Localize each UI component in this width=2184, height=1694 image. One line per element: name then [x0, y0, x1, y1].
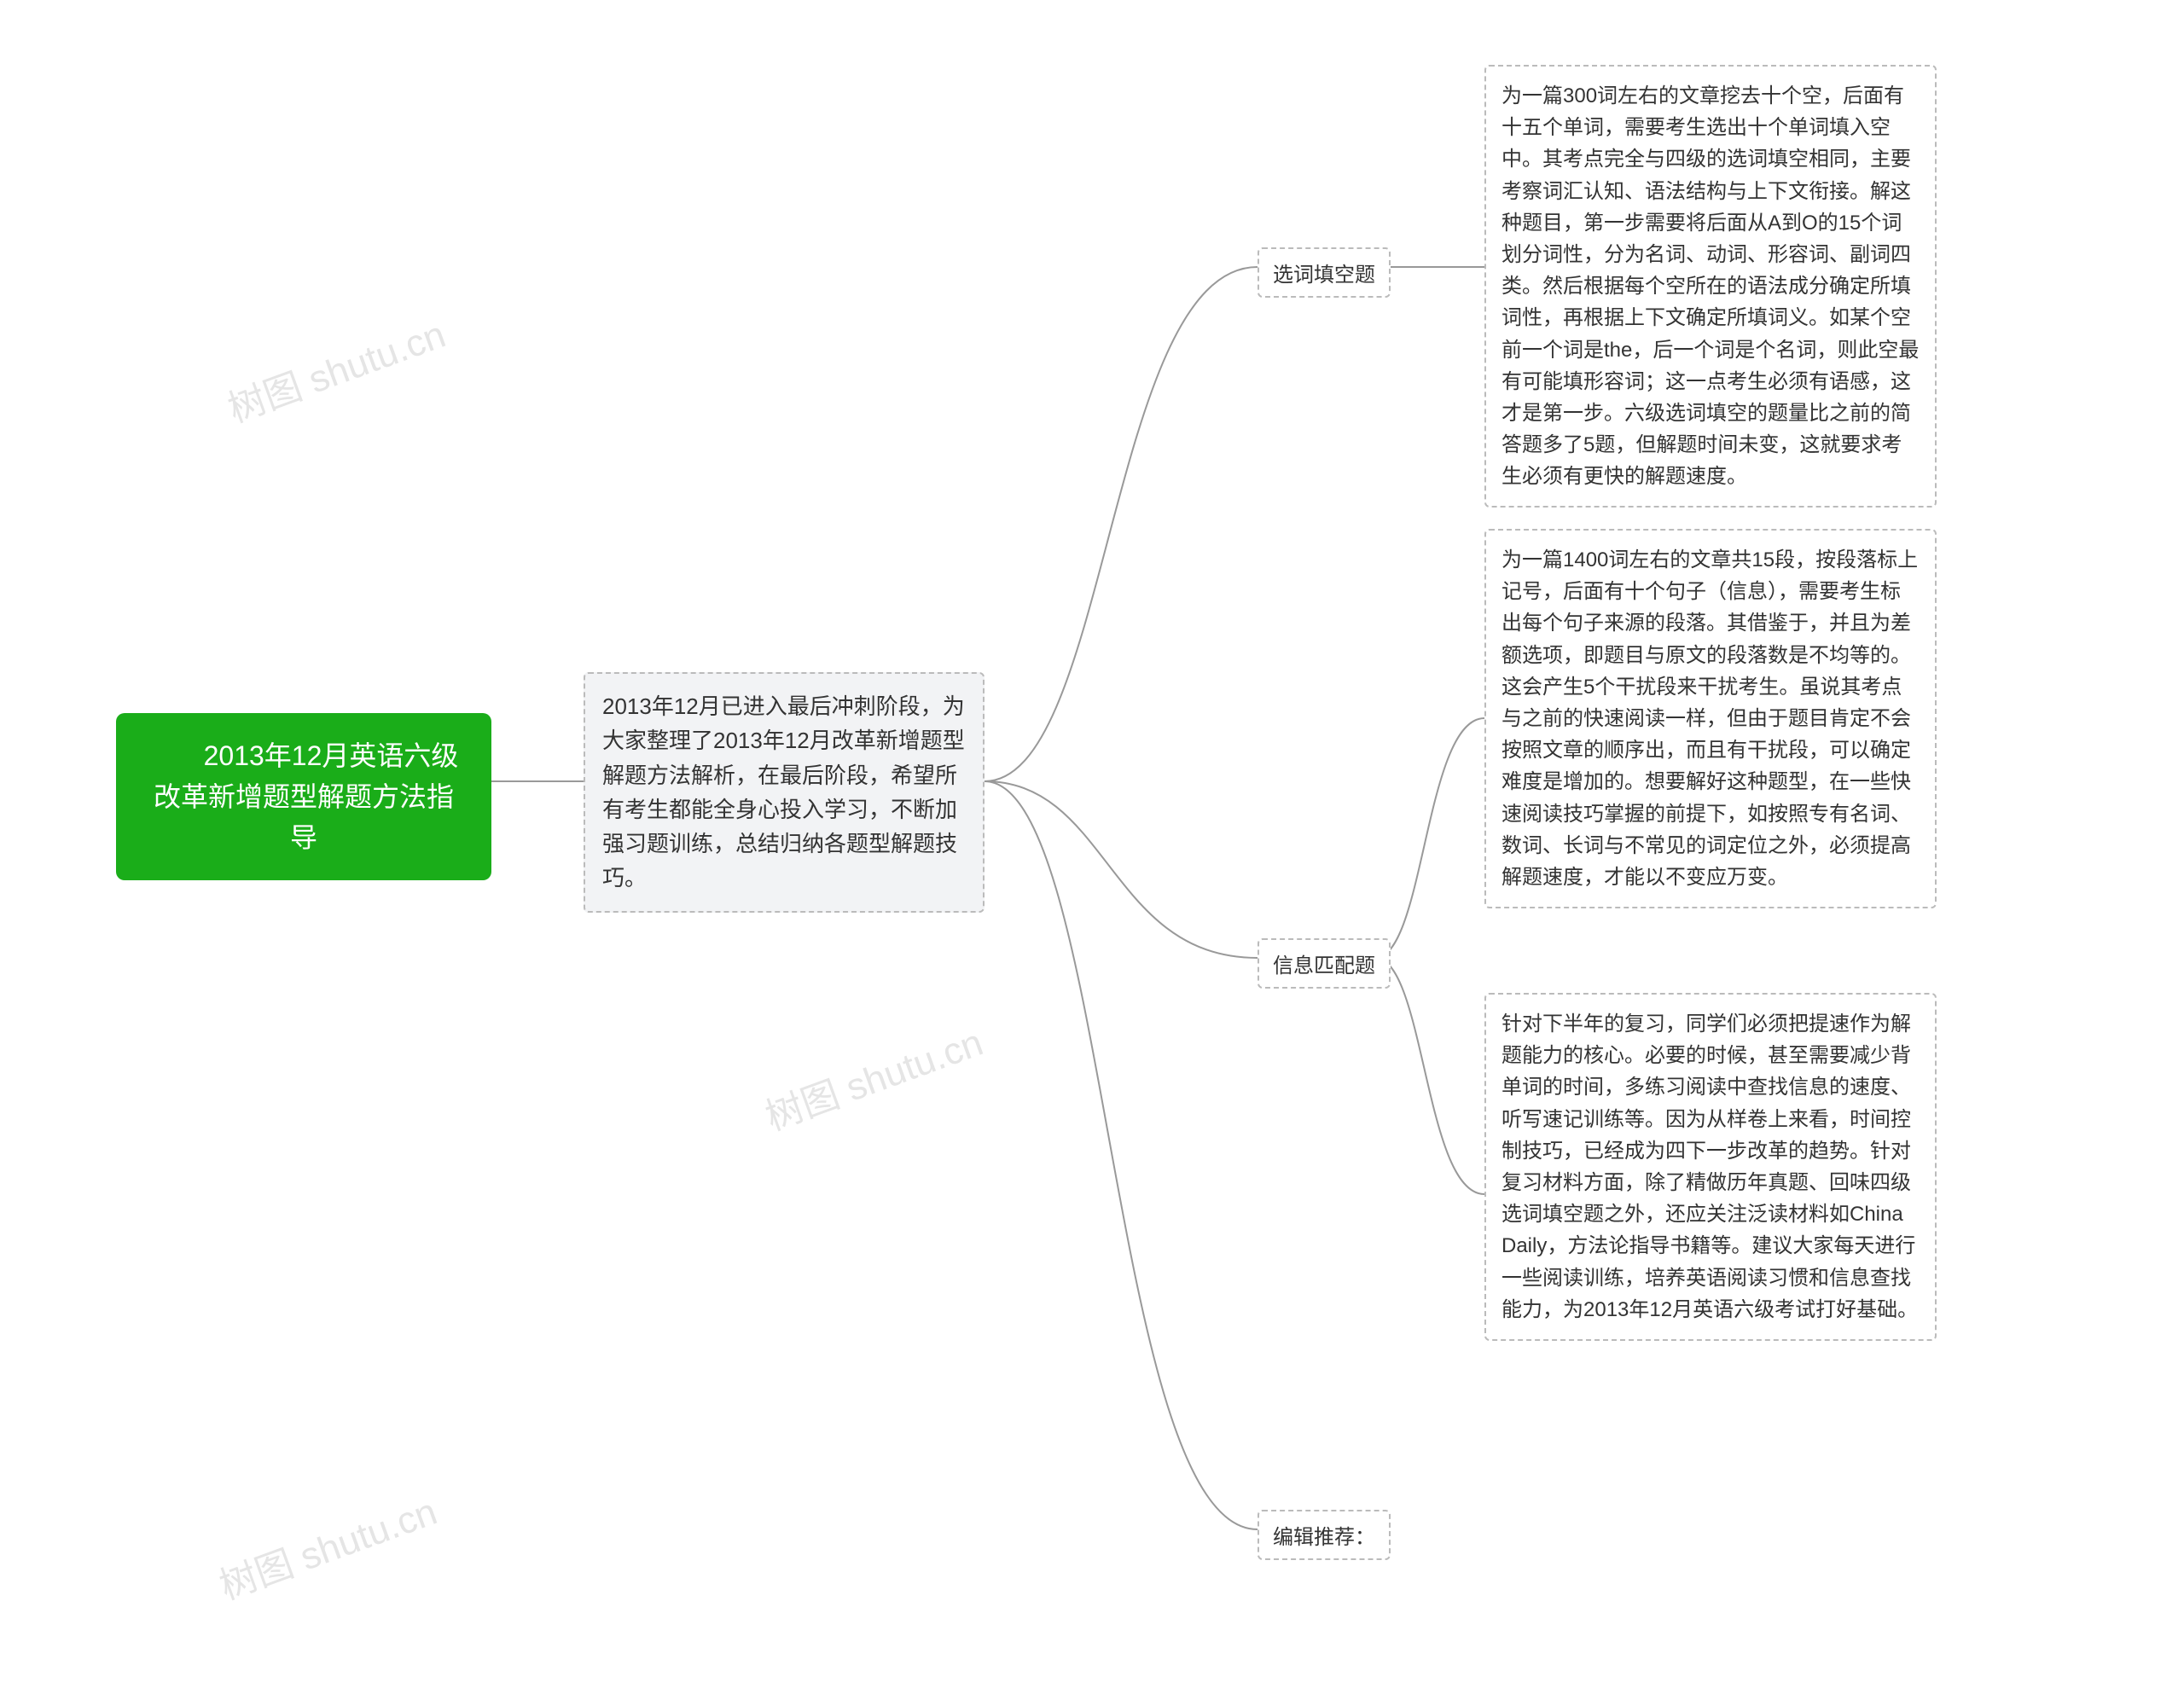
watermark: 树图 shutu.cn [211, 1481, 443, 1610]
connector-path [1375, 958, 1484, 1194]
connector-path [985, 781, 1258, 1529]
branch-label[interactable]: 编辑推荐： [1258, 1510, 1391, 1560]
watermark: 树图 shutu.cn [757, 1012, 989, 1140]
detail-node[interactable]: 针对下半年的复习，同学们必须把提速作为解题能力的核心。必要的时候，甚至需要减少背… [1484, 993, 1937, 1341]
branch-label[interactable]: 信息匹配题 [1258, 938, 1391, 989]
watermark: 树图 shutu.cn [219, 304, 451, 432]
connector-path [985, 267, 1258, 781]
detail-node[interactable]: 为一篇1400词左右的文章共15段，按段落标上记号，后面有十个句子（信息），需要… [1484, 529, 1937, 908]
detail-node[interactable]: 为一篇300词左右的文章挖去十个空，后面有十五个单词，需要考生选出十个单词填入空… [1484, 65, 1937, 508]
intro-node[interactable]: 2013年12月已进入最后冲刺阶段，为大家整理了2013年12月改革新增题型解题… [584, 672, 985, 913]
connector-path [1375, 718, 1484, 958]
connector-path [985, 781, 1258, 958]
root-node[interactable]: 2013年12月英语六级改革新增题型解题方法指导 [116, 713, 491, 880]
branch-label[interactable]: 选词填空题 [1258, 247, 1391, 298]
